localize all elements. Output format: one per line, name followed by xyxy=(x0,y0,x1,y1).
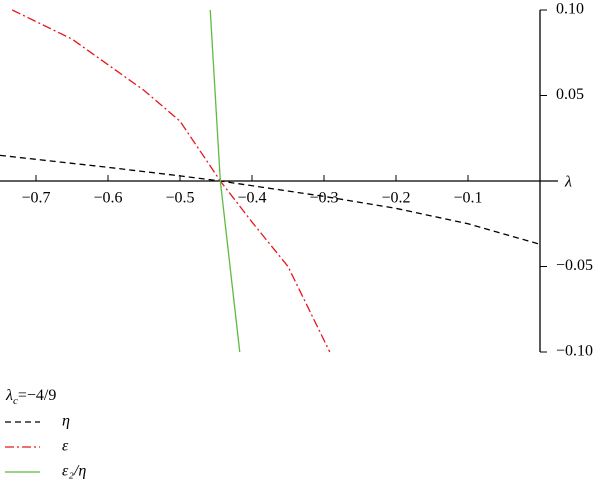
x-tick-label: −0.6 xyxy=(93,190,122,207)
x-tick-label: −0.1 xyxy=(453,190,482,207)
legend-label: η xyxy=(62,413,70,430)
x-tick-label: −0.2 xyxy=(381,190,410,207)
legend-title-rest: =−4/9 xyxy=(18,387,57,404)
y-tick-label: −0.05 xyxy=(556,257,593,274)
legend-title-base: λ xyxy=(5,387,13,404)
y-tick-label: 0.10 xyxy=(556,1,584,18)
legend-title: λc=−4/9 xyxy=(5,387,56,407)
series-line xyxy=(0,154,541,245)
legend-title-sub: c xyxy=(13,395,18,407)
y-tick-label: 0.05 xyxy=(556,86,584,103)
x-tick-label: −0.4 xyxy=(237,190,266,207)
legend-label: ε₂/η xyxy=(62,463,86,480)
series-line xyxy=(209,9,241,353)
x-axis-label: λ xyxy=(564,174,572,191)
y-tick-label: −0.10 xyxy=(556,343,593,360)
x-tick-label: −0.7 xyxy=(21,190,50,207)
x-tick-label: −0.3 xyxy=(309,190,338,207)
legend-label: ε xyxy=(62,438,69,455)
series-line xyxy=(11,9,331,353)
x-tick-label: −0.5 xyxy=(165,190,194,207)
